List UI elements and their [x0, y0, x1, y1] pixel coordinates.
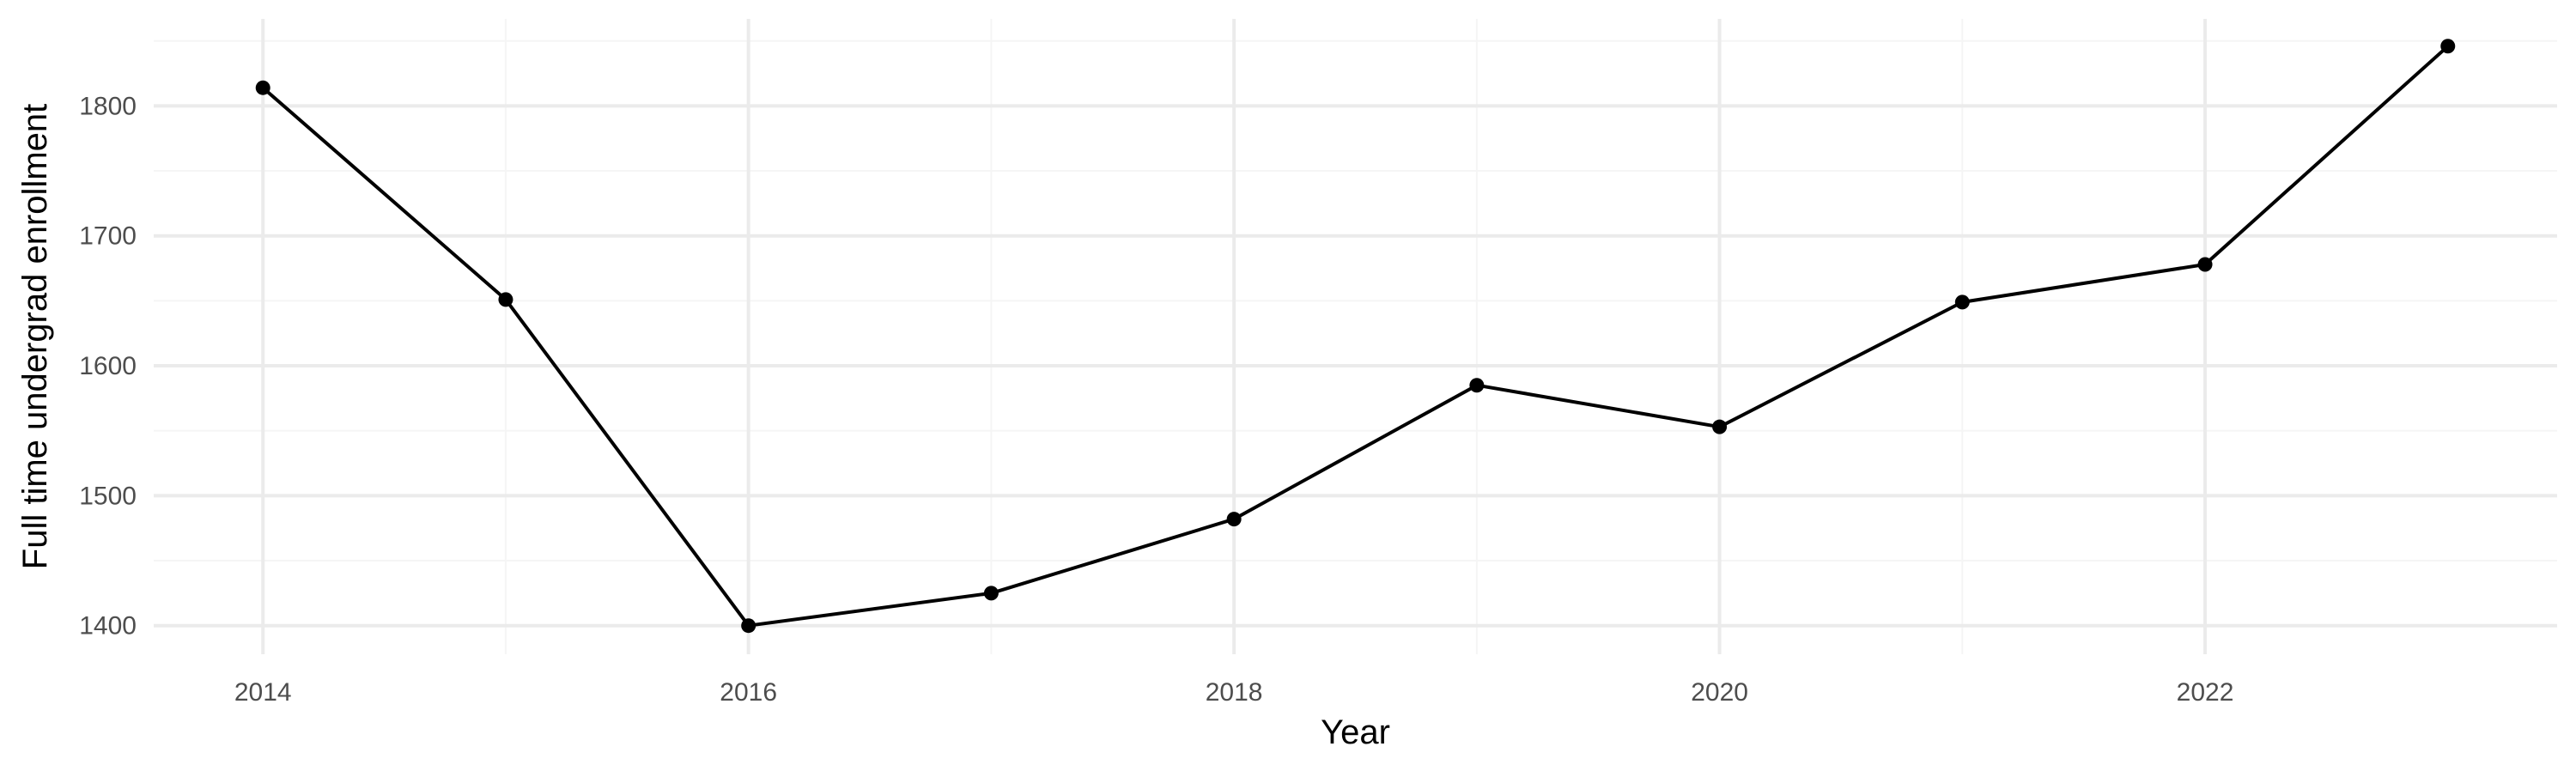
x-axis-title: Year — [1321, 713, 1390, 751]
x-tick-label: 2016 — [720, 678, 777, 707]
x-tick-label: 2022 — [2177, 678, 2234, 707]
y-tick-label: 1500 — [79, 482, 137, 510]
y-tick-label: 1800 — [79, 92, 137, 120]
y-tick-label: 1600 — [79, 352, 137, 380]
y-tick-label: 1400 — [79, 612, 137, 640]
data-point — [2197, 257, 2213, 272]
data-point — [1712, 419, 1728, 434]
x-tick-label: 2018 — [1206, 678, 1263, 707]
grid-lines — [154, 19, 2557, 654]
y-tick-label: 1700 — [79, 222, 137, 251]
series-layer — [255, 39, 2456, 634]
x-tick-label: 2014 — [234, 678, 292, 707]
data-point — [741, 618, 756, 634]
y-axis-tick-labels: 1400 1500 1600 1700 1800 — [79, 92, 137, 640]
data-point — [1226, 512, 1242, 527]
data-point — [255, 80, 270, 95]
data-point — [983, 586, 999, 601]
x-axis-tick-labels: 2014 2016 2018 2020 2022 — [234, 678, 2234, 707]
y-axis-title: Full time undergrad enrollment — [16, 104, 54, 569]
series-line — [261, 45, 2450, 628]
data-point — [498, 292, 513, 307]
data-point — [2440, 39, 2456, 54]
data-point — [1954, 294, 1970, 310]
data-point — [1469, 378, 1485, 393]
x-tick-label: 2020 — [1691, 678, 1748, 707]
